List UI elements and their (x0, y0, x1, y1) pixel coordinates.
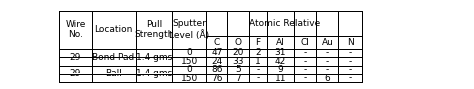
Text: -: - (349, 74, 352, 83)
Bar (136, 57, 173, 58)
Text: 20: 20 (232, 48, 244, 57)
Text: -: - (256, 74, 260, 83)
Text: 6: 6 (325, 74, 330, 83)
Bar (91, 57, 136, 58)
Bar (59, 57, 91, 58)
Text: 2: 2 (255, 48, 261, 57)
Text: -: - (303, 48, 307, 57)
Text: -: - (349, 57, 352, 66)
Text: 7: 7 (235, 74, 241, 83)
Text: 76: 76 (211, 74, 223, 83)
Text: 31: 31 (274, 48, 286, 57)
Text: -: - (326, 65, 329, 74)
Bar (91, 73, 136, 74)
Text: Wire
No.: Wire No. (65, 20, 86, 39)
Text: -: - (303, 65, 307, 74)
Text: 24: 24 (211, 57, 222, 66)
Text: 86: 86 (211, 65, 223, 74)
Text: 5: 5 (235, 65, 241, 74)
Text: Sputter
Level (Å): Sputter Level (Å) (169, 19, 210, 40)
Text: Atomic Relative: Atomic Relative (249, 19, 320, 28)
Text: 42: 42 (275, 57, 286, 66)
Text: -: - (303, 74, 307, 83)
Text: Pull
Strength: Pull Strength (134, 20, 173, 39)
Text: Au: Au (321, 38, 333, 47)
Text: F: F (255, 38, 261, 47)
Bar (59, 73, 91, 74)
Text: O: O (235, 38, 242, 47)
Text: 1.4 gms: 1.4 gms (136, 69, 172, 78)
Text: N: N (347, 38, 354, 47)
Text: -: - (303, 57, 307, 66)
Text: C: C (214, 38, 220, 47)
Text: Al: Al (276, 38, 285, 47)
Text: 47: 47 (211, 48, 222, 57)
Text: 9: 9 (277, 65, 283, 74)
Text: 0: 0 (186, 65, 192, 74)
Text: -: - (326, 48, 329, 57)
Text: -: - (349, 65, 352, 74)
Text: Location: Location (94, 25, 133, 34)
Text: 29: 29 (70, 69, 81, 78)
Text: -: - (326, 57, 329, 66)
Text: Bond Pad: Bond Pad (92, 53, 135, 62)
Text: Ball: Ball (105, 69, 122, 78)
Text: 1: 1 (255, 57, 261, 66)
Text: 33: 33 (232, 57, 244, 66)
Text: 0: 0 (186, 48, 192, 57)
Text: Cl: Cl (301, 38, 310, 47)
Text: 150: 150 (181, 57, 198, 66)
Text: -: - (256, 65, 260, 74)
Text: 1.4 gms: 1.4 gms (136, 53, 172, 62)
Text: 150: 150 (181, 74, 198, 83)
Text: -: - (349, 48, 352, 57)
Text: 29: 29 (70, 53, 81, 62)
Bar (136, 73, 173, 74)
Text: 11: 11 (274, 74, 286, 83)
